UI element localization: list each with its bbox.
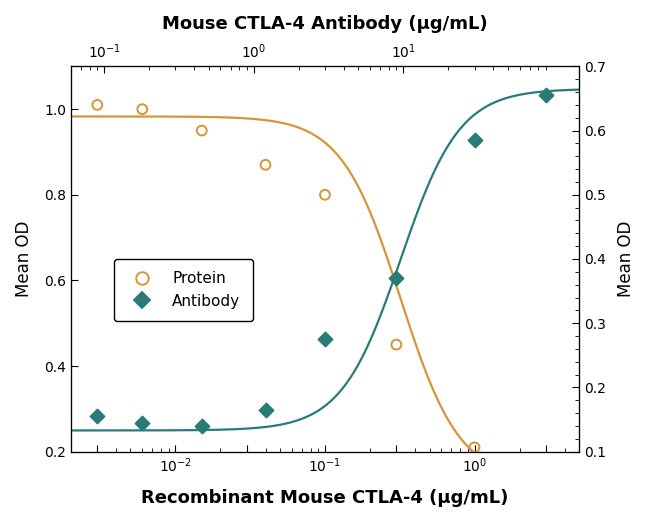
Point bbox=[260, 161, 270, 169]
Y-axis label: Mean OD: Mean OD bbox=[617, 221, 635, 297]
Point bbox=[391, 340, 402, 349]
Y-axis label: Mean OD: Mean OD bbox=[15, 221, 33, 297]
Point bbox=[137, 105, 148, 113]
Point bbox=[320, 335, 330, 343]
Point bbox=[391, 274, 402, 282]
Point bbox=[469, 136, 480, 145]
Point bbox=[541, 91, 551, 99]
Point bbox=[196, 422, 207, 430]
X-axis label: Recombinant Mouse CTLA-4 (μg/mL): Recombinant Mouse CTLA-4 (μg/mL) bbox=[141, 489, 509, 507]
Point bbox=[260, 406, 270, 414]
Point bbox=[469, 443, 480, 452]
Legend: Protein, Antibody: Protein, Antibody bbox=[114, 259, 253, 321]
Point bbox=[137, 419, 148, 427]
X-axis label: Mouse CTLA-4 Antibody (μg/mL): Mouse CTLA-4 Antibody (μg/mL) bbox=[162, 15, 488, 33]
Point bbox=[541, 471, 551, 479]
Point bbox=[196, 126, 207, 135]
Point bbox=[320, 191, 330, 199]
Point bbox=[92, 412, 103, 421]
Point bbox=[92, 101, 103, 109]
